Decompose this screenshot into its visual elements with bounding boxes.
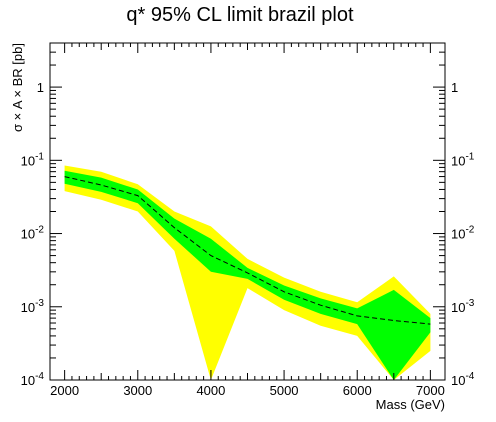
y-tick-label-right: 10-2 [451,225,475,242]
x-tick-label: 3000 [123,383,152,398]
x-tick-label: 2000 [50,383,79,398]
x-tick-label: 6000 [343,383,372,398]
plot-area: 2000 3000 4000 5000 6000 7000 10-4 10-4 10-3 10-3… [21,42,475,398]
x-axis-label: Mass (GeV) [376,397,445,412]
y-tick-label: 10-2 [21,225,45,242]
x-tick-label: 7000 [416,383,445,398]
y-tick-label: 10-1 [21,151,45,168]
y-tick-label-right: 10-1 [451,151,475,168]
y-tick-label: 10-4 [21,371,45,388]
y-axis-label: σ × A × BR [pb] [10,43,25,132]
chart-title: q* 95% CL limit brazil plot [126,4,354,26]
x-tick-label: 4000 [196,383,225,398]
expected-limit-line [64,176,431,325]
y-tick-label: 1 [37,80,44,95]
y-tick-label-right: 10-3 [451,298,475,315]
y-tick-label: 10-3 [21,298,45,315]
band-1sigma [64,170,431,380]
y-tick-label-right: 10-4 [451,371,475,388]
y-tick-label-right: 1 [451,80,458,95]
x-tick-label: 5000 [270,383,299,398]
